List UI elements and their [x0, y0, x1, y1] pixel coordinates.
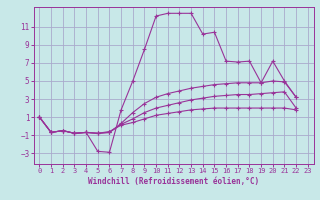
X-axis label: Windchill (Refroidissement éolien,°C): Windchill (Refroidissement éolien,°C) — [88, 177, 259, 186]
